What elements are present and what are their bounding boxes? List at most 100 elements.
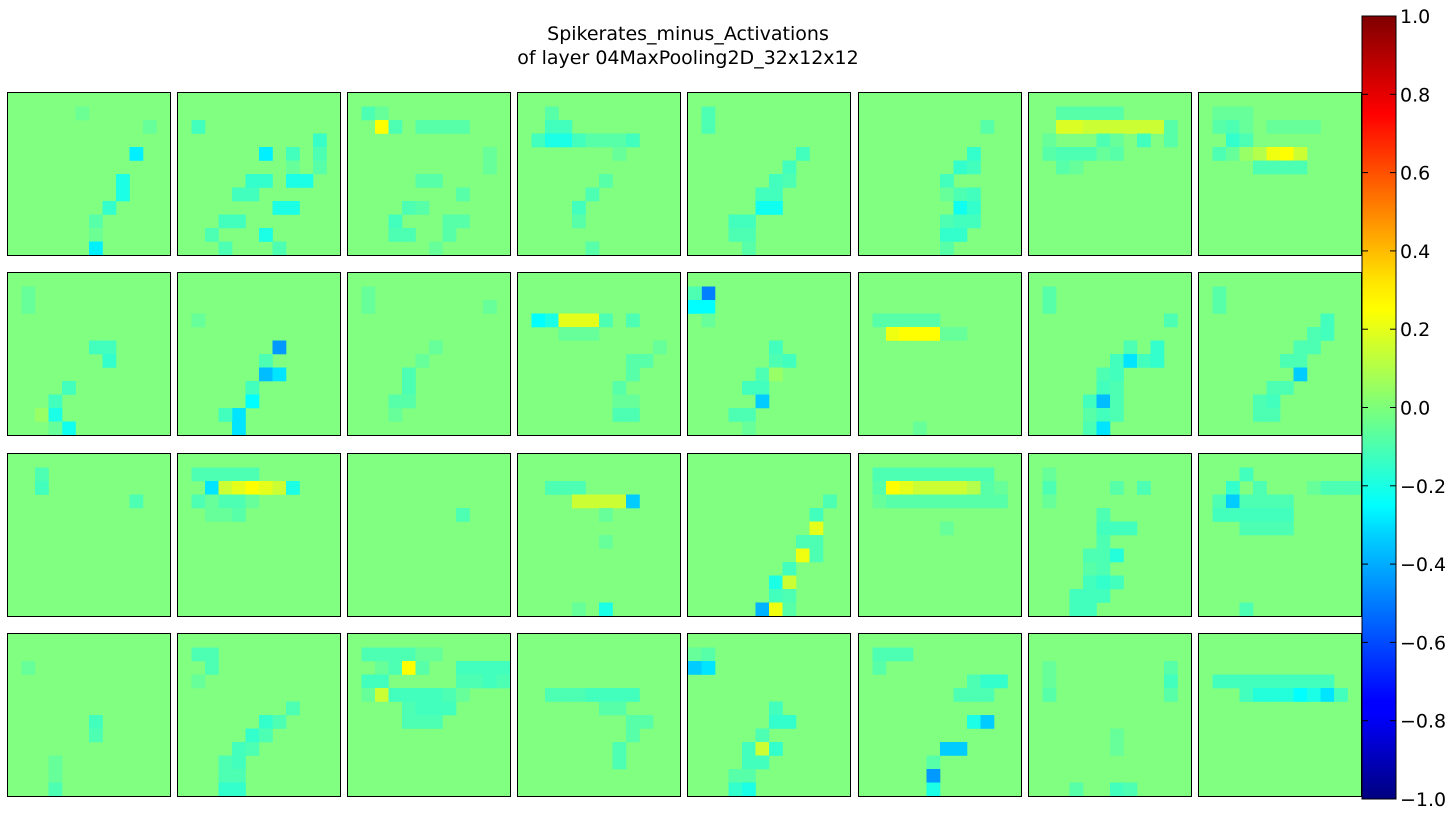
heatmap-cell bbox=[1293, 354, 1308, 368]
heatmap-cell bbox=[402, 367, 416, 382]
heatmap-cell bbox=[967, 467, 981, 482]
heatmap-cell bbox=[415, 647, 430, 662]
heatmap-cell bbox=[456, 120, 470, 134]
heatmap-cell bbox=[1123, 340, 1138, 355]
heatmap-cell bbox=[1280, 674, 1294, 689]
heatmap-cell bbox=[742, 408, 756, 422]
heatmap-cell bbox=[232, 769, 246, 783]
heatmap-cell bbox=[1042, 467, 1057, 482]
heatmap-cell bbox=[755, 187, 770, 202]
heatmap-cell bbox=[442, 228, 457, 242]
heatmap-cell bbox=[940, 481, 954, 495]
heatmap-cell bbox=[1110, 354, 1124, 368]
heatmap-cell bbox=[953, 742, 968, 756]
heatmap-cell bbox=[585, 494, 600, 509]
heatmap-cell bbox=[1239, 602, 1254, 617]
heatmap-cell bbox=[259, 715, 273, 729]
heatmap-cell bbox=[926, 313, 941, 328]
feature-map-frame bbox=[517, 633, 681, 797]
heatmap-cell bbox=[191, 313, 206, 328]
heatmap-cell bbox=[1137, 354, 1151, 368]
heatmap-cell bbox=[361, 688, 376, 702]
heatmap-cell bbox=[1293, 688, 1308, 702]
colorbar-tick-label: −0.8 bbox=[1400, 711, 1446, 733]
heatmap-cell bbox=[1320, 327, 1335, 341]
heatmap-cell bbox=[940, 214, 954, 229]
heatmap-cell bbox=[1110, 147, 1124, 161]
heatmap-cell bbox=[191, 674, 206, 689]
heatmap-cell bbox=[48, 769, 63, 783]
heatmap-cell bbox=[1239, 106, 1254, 121]
feature-map-frame bbox=[687, 633, 851, 797]
heatmap-cell bbox=[456, 661, 470, 675]
feature-map-background bbox=[859, 273, 1021, 435]
heatmap-cell bbox=[531, 133, 546, 148]
heatmap-cell bbox=[1137, 120, 1151, 134]
heatmap-cell bbox=[205, 647, 219, 662]
heatmap-cell bbox=[245, 481, 260, 495]
heatmap-cell bbox=[245, 187, 260, 202]
heatmap-cell bbox=[572, 494, 586, 509]
heatmap-cell bbox=[388, 647, 403, 662]
heatmap-cell bbox=[21, 286, 36, 301]
heatmap-cell bbox=[1239, 133, 1254, 148]
heatmap-cell bbox=[1212, 300, 1227, 314]
heatmap-cell bbox=[259, 174, 273, 188]
heatmap-cell bbox=[415, 688, 430, 702]
heatmap-cell bbox=[1110, 408, 1124, 422]
heatmap-cell bbox=[1096, 120, 1111, 134]
heatmap-cell bbox=[886, 313, 900, 328]
heatmap-cell bbox=[402, 715, 416, 729]
heatmap-cell bbox=[205, 494, 219, 509]
heatmap-cell bbox=[89, 715, 103, 729]
heatmap-cell bbox=[796, 548, 810, 563]
heatmap-cell bbox=[388, 688, 403, 702]
heatmap-cell bbox=[1083, 575, 1097, 590]
heatmap-cell bbox=[1307, 688, 1321, 702]
heatmap-cell bbox=[701, 647, 716, 662]
heatmap-cell bbox=[886, 647, 900, 662]
heatmap-cell bbox=[728, 214, 743, 229]
heatmap-cell bbox=[558, 327, 573, 341]
heatmap-cell bbox=[1096, 589, 1111, 603]
heatmap-cell bbox=[286, 481, 300, 495]
feature-map-frame bbox=[7, 92, 171, 256]
heatmap-cell bbox=[572, 133, 586, 148]
heatmap-cell bbox=[769, 602, 783, 617]
colorbar-tick-label: −1.0 bbox=[1400, 789, 1446, 811]
heatmap-cell bbox=[388, 214, 403, 229]
heatmap-cell bbox=[599, 688, 613, 702]
heatmap-cell bbox=[286, 174, 300, 188]
heatmap-cell bbox=[1280, 354, 1294, 368]
heatmap-cell bbox=[782, 575, 797, 590]
heatmap-cell bbox=[388, 661, 403, 675]
heatmap-cell bbox=[48, 782, 63, 797]
heatmap-cell bbox=[742, 381, 756, 395]
heatmap-cell bbox=[612, 147, 627, 161]
heatmap-cell bbox=[259, 228, 273, 242]
feature-map-frame bbox=[177, 633, 341, 797]
colorbar-ticks: 1.0 0.8 0.6 0.4 0.2 0.0 −0.2 −0.4 −0.6 −0.8 −1.0 bbox=[1362, 6, 1446, 811]
heatmap-cell bbox=[429, 688, 443, 702]
feature-map-8 bbox=[7, 272, 171, 436]
heatmap-cell bbox=[218, 755, 233, 770]
heatmap-cell bbox=[1293, 147, 1308, 161]
colorbar-tick-label: −0.6 bbox=[1400, 632, 1446, 654]
heatmap-cell bbox=[701, 300, 716, 314]
heatmap-cell bbox=[558, 688, 573, 702]
heatmap-cell bbox=[782, 589, 797, 603]
heatmap-cell bbox=[483, 661, 497, 675]
heatmap-cell bbox=[1069, 147, 1084, 161]
feature-map-frame bbox=[687, 92, 851, 256]
heatmap-cell bbox=[272, 340, 287, 355]
heatmap-cell bbox=[782, 354, 797, 368]
heatmap-cell bbox=[994, 494, 1008, 509]
heatmap-cell bbox=[1253, 160, 1267, 175]
heatmap-cell bbox=[940, 742, 954, 756]
heatmap-cell bbox=[102, 354, 117, 368]
heatmap-cell bbox=[1110, 548, 1124, 563]
heatmap-cell bbox=[1042, 133, 1057, 148]
heatmap-cell bbox=[980, 674, 995, 689]
heatmap-cell bbox=[545, 313, 559, 328]
